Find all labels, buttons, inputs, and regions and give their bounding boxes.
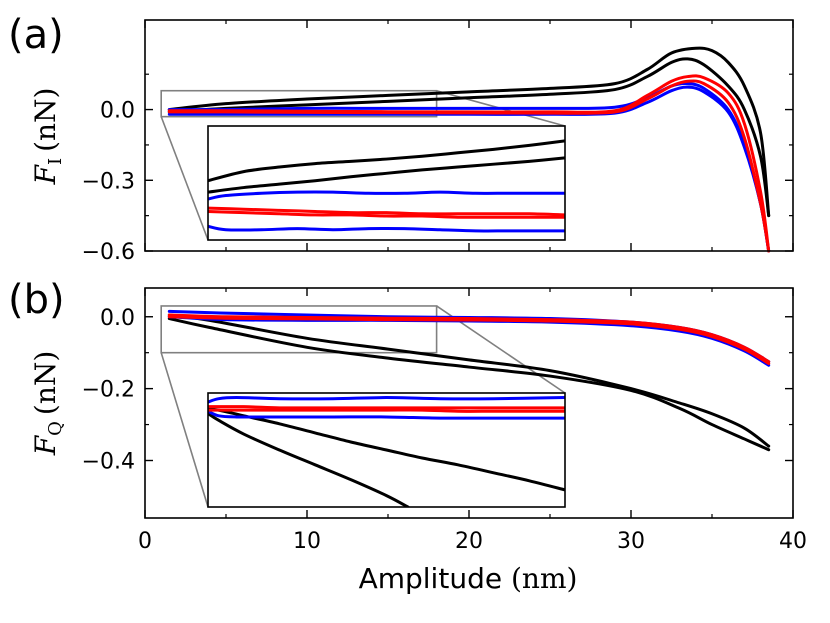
series-line-inset-red-upper [208,206,565,217]
x-tick-label: 30 [617,529,645,554]
series-line-inset-black-lower [208,156,565,194]
x-tick-label: 20 [455,529,483,554]
series-line-red-lower [167,79,771,253]
series-line-black-lower [167,317,771,452]
y-tick-label: 0.0 [100,306,135,331]
panel-b-label: (b) [8,277,65,323]
series-line-black-lower [167,57,771,218]
series-line-inset-blue-lower [208,224,565,233]
zoom-connector-left [160,116,209,241]
inset-frame [207,125,566,241]
inset-frame [207,392,566,508]
panel-a-x-ticks [144,20,794,251]
panel-a: (a) 0.0 −0.3 −0.6 FI(nN) [8,12,794,265]
series-line-inset-red-lower [208,210,565,219]
series-line-black-upper [167,46,771,218]
panel-b-inset [207,392,566,508]
x-tick-label: 10 [293,529,321,554]
panel-a-zoom-indicator [160,89,566,241]
zoom-connector-left [160,352,209,508]
series-line-inset-red-upper [208,405,565,410]
panel-a-ylabel: FI(nN) [29,88,66,186]
panel-b-y-axis: 0.0 −0.2 −0.4 [82,306,793,475]
zoom-source-box [160,89,438,118]
series-line-blue-lower [167,85,771,253]
x-axis-label: Amplitude (nm) [359,562,578,595]
panel-a-label: (a) [8,12,64,58]
inset-series [208,396,565,507]
y-tick-label: −0.2 [82,378,135,403]
series-line-inset-red-lower [208,408,565,413]
series-line-red-lower [167,315,771,365]
series-line-inset-blue-upper [208,396,565,404]
y-tick-label: −0.3 [82,169,135,194]
x-tick-label: 40 [779,529,807,554]
series-line-blue-lower [167,315,771,367]
series-line-inset-blue-upper [208,190,565,201]
zoom-source-box [160,305,438,354]
panel-a-series [167,46,771,253]
panel-a-y-axis: 0.0 −0.3 −0.6 [82,73,793,265]
panel-b: (b) 0.0 −0.2 −0.4 0 10 20 30 40 FQ(nN) [8,277,807,554]
inset-series [208,139,565,233]
panel-b-series [167,309,771,452]
y-tick-label: −0.6 [82,240,135,265]
panel-b-ylabel: FQ(nN) [29,351,66,457]
panel-b-x-axis: 0 10 20 30 40 [138,288,807,554]
inset-background [208,126,565,240]
x-tick-label: 0 [138,529,152,554]
series-line-inset-blue-lower [208,409,565,420]
series-line-inset-black-upper [208,139,565,183]
series-line-black-upper [167,313,771,448]
series-line-inset-black-upper [208,407,565,492]
panel-a-inset [207,125,566,241]
y-tick-label: 0.0 [100,99,135,124]
y-tick-label: −0.4 [82,450,135,475]
series-line-inset-black-lower [208,412,410,507]
